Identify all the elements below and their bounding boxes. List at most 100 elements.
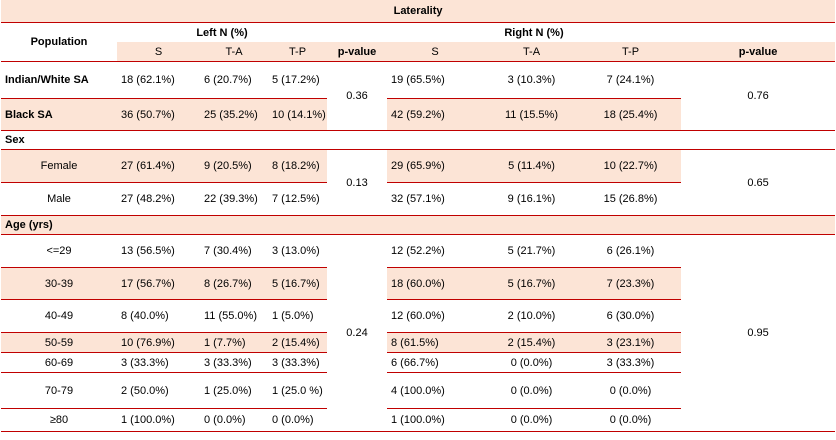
col-header: S (387, 42, 483, 62)
cell-right-tp: 6 (30.0%) (606, 310, 655, 322)
header-left-group: Left N (%) (196, 26, 248, 39)
cell-left-ta: 1 (7.7%) (200, 332, 268, 353)
cell-left-tp: 2 (15.4%) (268, 332, 327, 353)
cell-left-ta: 22 (39.3%) (200, 182, 268, 216)
cell-left-ta: 9 (20.5%) (200, 149, 268, 183)
cell-right-s: 19 (65.5%) (391, 74, 445, 86)
cell-right-s: 18 (60.0%) (387, 267, 483, 300)
cell-left-s: 1 (100.0%) (117, 408, 200, 432)
cell-left-s: 13 (56.5%) (121, 245, 175, 257)
cell-right-tp: 3 (23.1%) (580, 332, 681, 353)
section-header-row: Age (yrs) (1, 215, 836, 235)
table-title: Laterality (1, 0, 836, 23)
p-value-left: 0.36 (327, 61, 387, 131)
row-label: ≥80 (1, 408, 117, 432)
table-row: 40-49 8 (40.0%) 11 (55.0%) 1 (5.0%) 12 (… (1, 300, 835, 333)
section-header-row: Sex (1, 130, 836, 150)
cell-right-ta: 0 (0.0%) (483, 352, 580, 373)
cell-left-ta: 6 (20.7%) (204, 74, 252, 86)
cell-right-ta: 5 (21.7%) (507, 245, 556, 257)
cell-left-tp: 10 (14.1%) (268, 98, 327, 131)
row-label: 70-79 (44, 384, 74, 397)
table-row: Black SA 36 (50.7%) 25 (35.2%) 10 (14.1%… (1, 98, 835, 131)
cell-right-tp: 10 (22.7%) (580, 149, 681, 183)
col-header: T-A (483, 42, 580, 62)
table-row: 60-69 3 (33.3%) 3 (33.3%) 3 (33.3%) 6 (6… (1, 352, 835, 373)
row-label: Indian/White SA (5, 74, 89, 86)
row-label: Female (1, 149, 117, 183)
col-header: T-P (580, 42, 681, 62)
cell-right-ta: 11 (15.5%) (483, 98, 580, 131)
p-value-left: 0.13 (327, 149, 387, 216)
cell-left-s: 2 (50.0%) (121, 384, 169, 397)
table-row: Female 27 (61.4%) 9 (20.5%) 8 (18.2%) 0.… (1, 149, 836, 216)
cell-right-ta: 5 (11.4%) (483, 149, 580, 183)
cell-right-s: 6 (66.7%) (387, 352, 483, 373)
cell-right-ta: 0 (0.0%) (483, 408, 580, 432)
cell-right-tp: 7 (23.3%) (580, 267, 681, 300)
cell-right-ta: 2 (15.4%) (483, 332, 580, 353)
cell-right-s: 32 (57.1%) (387, 182, 483, 216)
cell-left-s: 36 (50.7%) (117, 98, 200, 131)
cell-left-s: 3 (33.3%) (117, 352, 200, 373)
cell-right-s: 8 (61.5%) (387, 332, 483, 353)
cell-left-ta: 1 (25.0%) (204, 384, 252, 397)
col-header: T-A (200, 42, 268, 62)
row-label: 30-39 (1, 267, 117, 300)
header-right-group: Right N (%) (504, 26, 564, 39)
cell-right-s: 12 (60.0%) (391, 310, 445, 322)
cell-left-s: 18 (62.1%) (121, 74, 175, 86)
cell-left-ta: 11 (55.0%) (204, 310, 257, 322)
table-row: 70-79 2 (50.0%) 1 (25.0%) 1 (25.0 %) 4 (… (1, 373, 835, 409)
table-row: Indian/White SA 18 (62.1%) 6 (20.7%) 5 (… (1, 61, 836, 131)
cell-left-ta: 8 (26.7%) (200, 267, 268, 300)
col-header-pvalue: p-value (681, 42, 836, 62)
cell-left-tp: 5 (17.2%) (272, 74, 320, 86)
cell-right-tp: 0 (0.0%) (580, 408, 681, 432)
p-value-right: 0.65 (681, 149, 836, 216)
cell-right-tp: 18 (25.4%) (580, 98, 681, 131)
cell-left-tp: 8 (18.2%) (268, 149, 327, 183)
header-row-columns: S T-A T-P p-value S T-A T-P p-value (1, 42, 836, 62)
header-spacer (327, 23, 387, 43)
table-row: ≥80 1 (100.0%) 0 (0.0%) 0 (0.0%) 1 (100.… (1, 408, 835, 432)
cell-left-s: 17 (56.7%) (117, 267, 200, 300)
cell-right-tp: 6 (26.1%) (606, 245, 655, 257)
cell-right-tp: 3 (33.3%) (580, 352, 681, 373)
row-label: 60-69 (1, 352, 117, 373)
section-title-age: Age (yrs) (1, 215, 836, 235)
col-header: S (117, 42, 200, 62)
cell-right-s: 42 (59.2%) (387, 98, 483, 131)
table-row: 30-39 17 (56.7%) 8 (26.7%) 5 (16.7%) 18 … (1, 267, 835, 300)
row-label: <=29 (46, 245, 72, 257)
cell-right-ta: 2 (10.0%) (507, 310, 556, 322)
cell-right-s: 29 (65.9%) (387, 149, 483, 183)
cell-left-tp: 5 (16.7%) (268, 267, 327, 300)
row-label: Black SA (1, 98, 117, 131)
cell-left-tp: 7 (12.5%) (268, 182, 327, 216)
cell-right-ta: 9 (16.1%) (483, 182, 580, 216)
cell-left-s: 10 (76.9%) (117, 332, 200, 353)
cell-right-ta: 3 (10.3%) (507, 74, 556, 86)
row-label: 40-49 (44, 310, 74, 322)
p-value-right: 0.76 (681, 61, 836, 131)
cell-left-s: 27 (48.2%) (117, 182, 200, 216)
p-value-right: 0.95 (681, 234, 836, 432)
p-value-left: 0.24 (327, 234, 387, 432)
cell-right-s: 4 (100.0%) (391, 384, 445, 397)
cell-left-ta: 3 (33.3%) (200, 352, 268, 373)
cell-right-ta: 0 (0.0%) (510, 384, 553, 397)
cell-right-s: 1 (100.0%) (387, 408, 483, 432)
table-row: <=29 13 (56.5%) 7 (30.4%) 3 (13.0%) 0.24… (1, 234, 836, 432)
section-title-sex: Sex (1, 130, 836, 150)
cell-left-ta: 25 (35.2%) (200, 98, 268, 131)
table-row: 50-59 10 (76.9%) 1 (7.7%) 2 (15.4%) 8 (6… (1, 332, 835, 353)
row-label: Male (1, 182, 117, 216)
cell-right-s: 12 (52.2%) (391, 245, 445, 257)
table-row: Male 27 (48.2%) 22 (39.3%) 7 (12.5%) 32 … (1, 182, 835, 216)
header-row-groups: Population Left N (%) Right N (%) (1, 22, 835, 62)
cell-left-tp: 0 (0.0%) (268, 408, 327, 432)
col-header: T-P (268, 42, 327, 62)
cell-left-tp: 1 (5.0%) (272, 310, 314, 322)
